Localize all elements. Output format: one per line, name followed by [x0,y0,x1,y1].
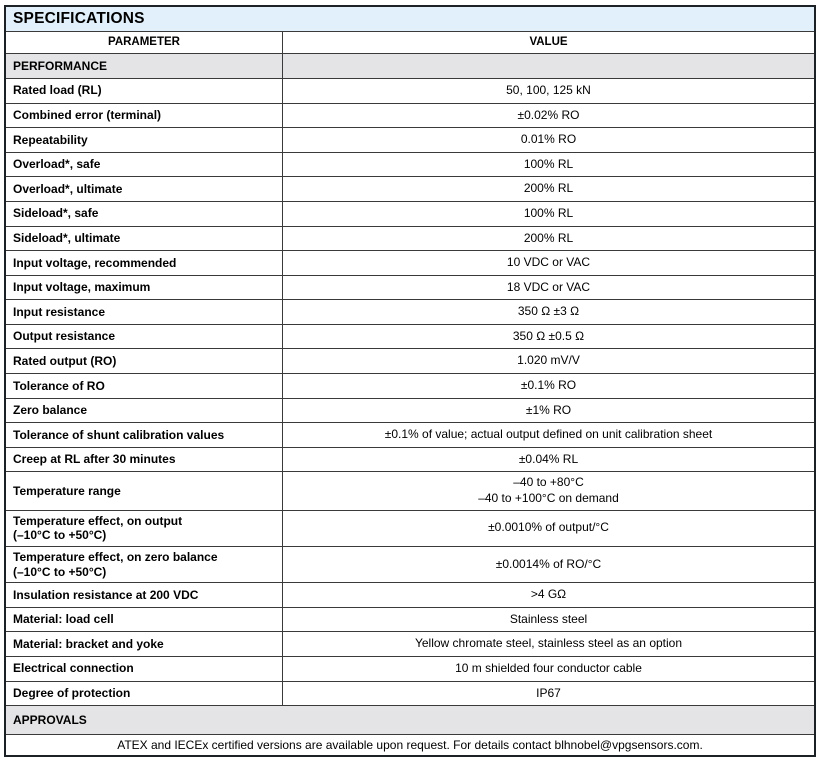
parameter-cell: Temperature effect, on output (–10°C to … [6,510,283,546]
table-title: SPECIFICATIONS [13,9,145,27]
column-header-parameter: PARAMETER [6,32,283,53]
table-row: Overload*, safe 100% RL [6,152,814,178]
section-row-performance: PERFORMANCE [6,53,814,79]
section-value-spacer [283,54,814,78]
table-row: Zero balance ±1% RO [6,398,814,424]
parameter-cell: Insulation resistance at 200 VDC [6,583,283,607]
value-cell: 350 Ω ±0.5 Ω [512,328,585,343]
note-row: ATEX and IECEx certified versions are av… [6,735,814,755]
note-text: ATEX and IECEx certified versions are av… [117,738,703,753]
table-row: Creep at RL after 30 minutes ±0.04% RL [6,447,814,473]
value-cell: 50, 100, 125 kN [506,82,591,97]
table-title-row: SPECIFICATIONS [6,7,814,32]
value-cell: 1.020 mV/V [517,353,580,368]
value-cell: 18 VDC or VAC [506,279,591,294]
value-cell: ±0.04% RL [518,451,579,466]
parameter-cell: Temperature range [6,472,283,510]
column-header-row: PARAMETER VALUE [6,32,814,54]
spec-table-body: PERFORMANCE Rated load (RL) 50, 100, 125 k… [6,53,814,755]
table-row: Input voltage, maximum 18 VDC or VAC [6,275,814,301]
parameter-cell: Rated load (RL) [6,78,283,103]
value-cell: ±0.02% RO [517,107,580,122]
parameter-cell: Electrical connection [6,656,283,681]
parameter-cell: Output resistance [6,324,283,349]
value-cell: ±1% RO [525,402,572,417]
table-row: Input voltage, recommended 10 VDC or VAC [6,251,814,276]
table-row: Sideload*, ultimate 200% RL [6,226,814,252]
section-row-approvals: APPROVALS [6,706,814,736]
value-cell: ±0.1% of value; actual output defined on… [384,427,713,442]
parameter-cell: Material: bracket and yoke [6,632,283,656]
table-row: Temperature range –40 to +80°C –40 to +10… [6,472,814,511]
spec-table: SPECIFICATIONS PARAMETER VALUE PERFORMAN… [4,5,816,757]
value-cell: 100% RL [523,156,574,171]
table-row: Electrical connection 10 m shielded four … [6,656,814,682]
value-cell: Stainless steel [509,611,588,626]
parameter-cell: Repeatability [6,128,283,152]
section-label: APPROVALS [13,713,87,728]
value-cell: >4 GΩ [530,587,567,602]
value-cell: 100% RL [523,205,574,220]
table-row: Sideload*, safe 100% RL [6,201,814,227]
parameter-cell: Input resistance [6,300,283,324]
section-label: PERFORMANCE [6,53,283,78]
table-row: Rated load (RL) 50, 100, 125 kN [6,78,814,104]
parameter-cell: Overload*, safe [6,152,283,177]
parameter-cell: Degree of protection [6,681,283,706]
value-cell: ±0.0014% of RO/°C [495,556,602,571]
value-cell: 10 m shielded four conductor cable [455,660,642,675]
parameter-cell: Zero balance [6,398,283,423]
value-cell: 200% RL [523,181,574,196]
value-cell: 200% RL [523,230,574,245]
table-row: Material: load cell Stainless steel [6,607,814,633]
table-row: Overload*, ultimate 200% RL [6,177,814,202]
parameter-cell: Input voltage, maximum [6,275,283,300]
table-row: Input resistance 350 Ω ±3 Ω [6,300,814,325]
table-row: Temperature effect, on output (–10°C to … [6,510,814,547]
value-cell: –40 to +80°C –40 to +100°C on demand [478,475,619,506]
value-cell: 0.01% RO [520,132,577,147]
parameter-cell: Creep at RL after 30 minutes [6,447,283,472]
table-row: Repeatability 0.01% RO [6,128,814,153]
parameter-cell: Tolerance of RO [6,374,283,398]
parameter-cell: Input voltage, recommended [6,251,283,275]
value-cell: ±0.1% RO [520,378,577,393]
parameter-cell: Rated output (RO) [6,349,283,374]
parameter-cell: Material: load cell [6,607,283,632]
value-cell: Yellow chromate steel, stainless steel a… [414,636,683,651]
parameter-cell: Sideload*, ultimate [6,226,283,251]
table-row: Tolerance of RO ±0.1% RO [6,374,814,399]
column-header-value: VALUE [529,36,568,48]
value-cell: ±0.0010% of output/°C [488,520,609,535]
table-row: Tolerance of shunt calibration values ±0.… [6,423,814,448]
table-row: Rated output (RO) 1.020 mV/V [6,349,814,375]
table-row: Output resistance 350 Ω ±0.5 Ω [6,324,814,350]
value-cell: 350 Ω ±3 Ω [517,304,580,319]
table-row: Combined error (terminal) ±0.02% RO [6,103,814,129]
parameter-cell: Overload*, ultimate [6,177,283,201]
table-row: Temperature effect, on zero balance (–10… [6,546,814,584]
table-row: Insulation resistance at 200 VDC >4 GΩ [6,583,814,608]
parameter-cell: Combined error (terminal) [6,103,283,128]
parameter-cell: Temperature effect, on zero balance (–10… [6,546,283,583]
parameter-cell: Sideload*, safe [6,201,283,226]
value-cell: 10 VDC or VAC [506,255,591,270]
table-row: Degree of protection IP67 [6,681,814,707]
table-row: Material: bracket and yoke Yellow chromat… [6,632,814,657]
parameter-cell: Tolerance of shunt calibration values [6,423,283,447]
value-cell: IP67 [536,685,561,700]
